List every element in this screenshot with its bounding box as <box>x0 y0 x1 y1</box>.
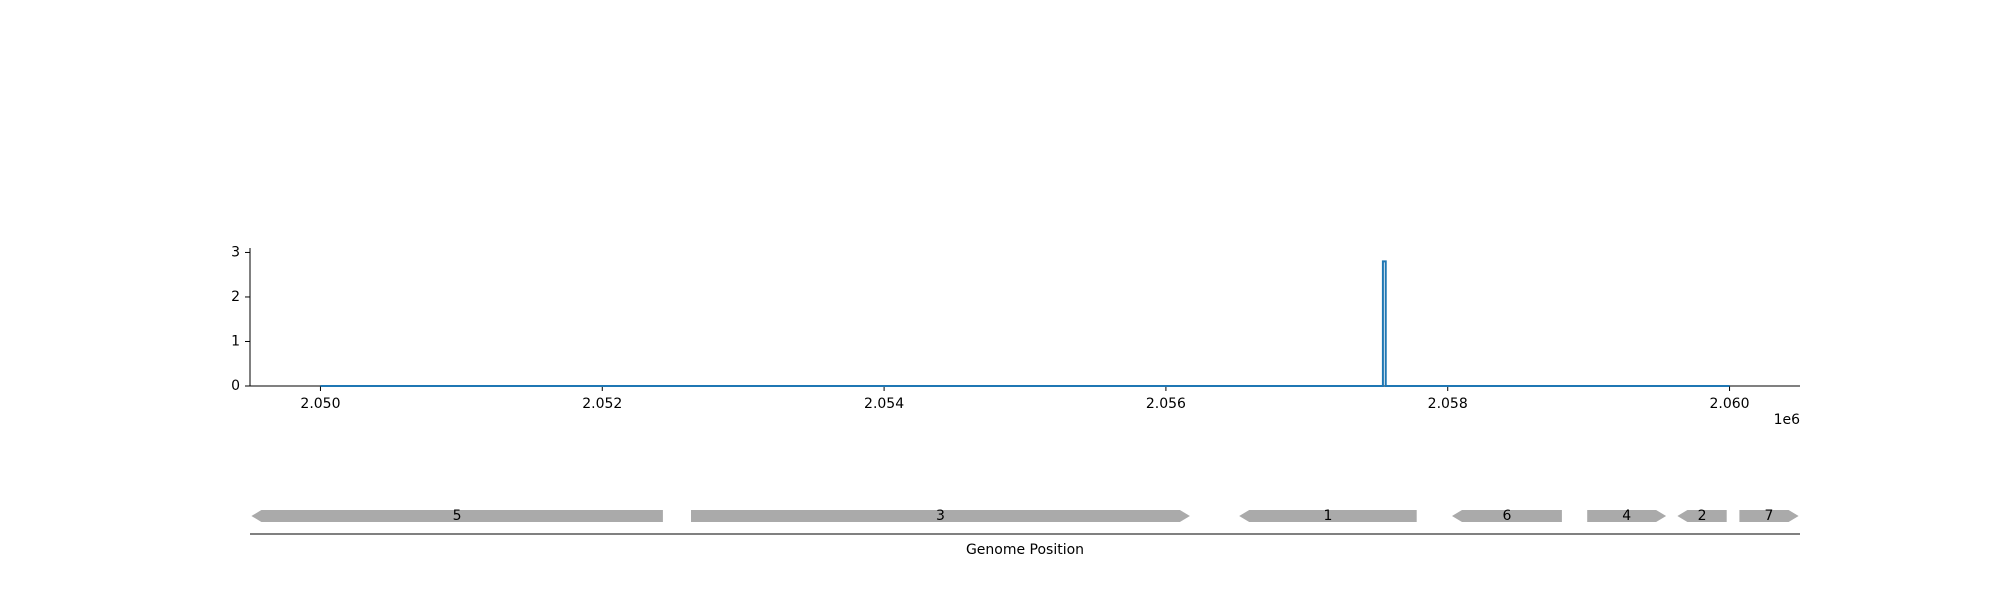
gene-track: 5 3 1 6 4 2 7 Genome Position <box>250 508 1800 558</box>
gene-label: 4 <box>1622 508 1631 524</box>
y-tick-label: 1 <box>231 333 240 349</box>
gene-arrow <box>251 510 663 522</box>
gene-label: 5 <box>453 508 462 524</box>
gene-arrow <box>1677 510 1727 522</box>
y-ticks: 0 1 2 3 <box>231 244 250 394</box>
gene-label: 7 <box>1765 508 1774 524</box>
gene-arrow <box>691 510 1190 522</box>
y-tick-label: 3 <box>231 244 240 260</box>
x-tick-label: 2.056 <box>1146 396 1186 412</box>
gene-label: 2 <box>1698 508 1707 524</box>
gene-label: 1 <box>1324 508 1333 524</box>
x-ticks: 2.050 2.052 2.054 2.056 2.058 2.060 <box>300 386 1750 412</box>
gene-label: 3 <box>936 508 945 524</box>
y-tick-label: 0 <box>231 378 240 394</box>
x-offset-label: 1e6 <box>1774 412 1801 428</box>
x-tick-label: 2.060 <box>1709 396 1749 412</box>
gene-arrow <box>1452 510 1562 522</box>
x-tick-label: 2.050 <box>300 396 340 412</box>
x-tick-label: 2.058 <box>1428 396 1468 412</box>
gene-arrow <box>1739 510 1799 522</box>
coverage-plot: 0 1 2 3 2.050 2.052 2.054 2.056 2.058 2.060 1e6 <box>231 244 1800 428</box>
gene-arrow <box>1587 510 1667 522</box>
x-tick-label: 2.052 <box>582 396 622 412</box>
gene-track-xlabel: Genome Position <box>966 542 1084 558</box>
x-tick-label: 2.054 <box>864 396 904 412</box>
gene-arrow <box>1239 510 1417 522</box>
coverage-line <box>320 260 1730 387</box>
y-tick-label: 2 <box>231 289 240 305</box>
genes: 5 3 1 6 4 2 7 <box>251 508 1799 524</box>
gene-label: 6 <box>1502 508 1511 524</box>
